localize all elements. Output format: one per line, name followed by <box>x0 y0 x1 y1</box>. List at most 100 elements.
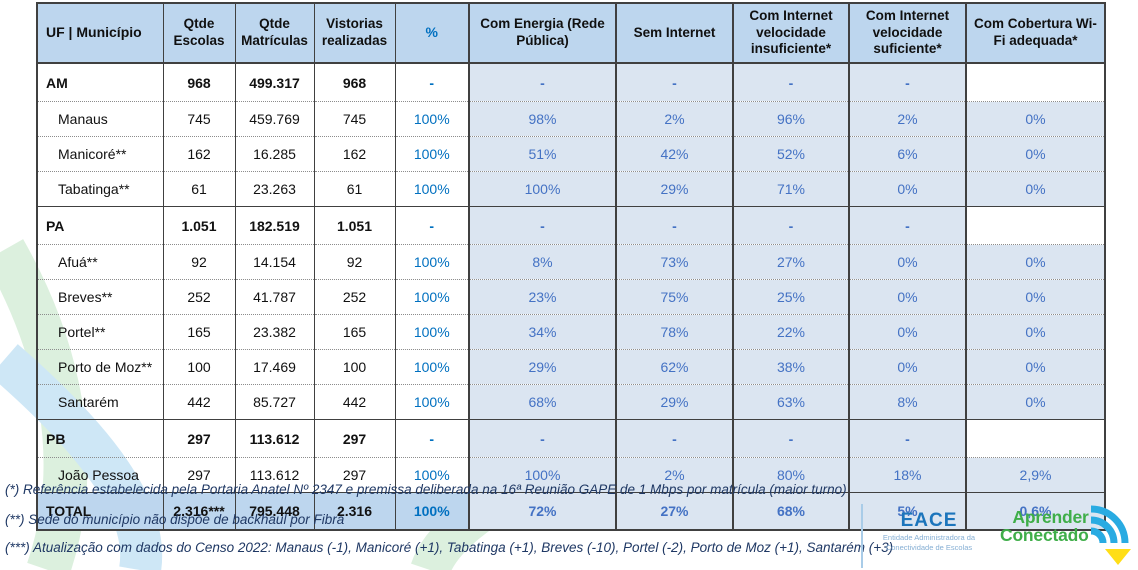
cell: 100% <box>395 279 470 315</box>
cell: - <box>733 206 850 245</box>
cell: 100% <box>395 384 470 420</box>
cell: 85.727 <box>235 384 315 420</box>
cell: 182.519 <box>235 206 315 245</box>
cell: 29% <box>616 384 734 420</box>
cell: 968 <box>314 62 396 102</box>
cell: 442 <box>314 384 396 420</box>
row-label: Manaus <box>37 101 164 137</box>
column-header: UF | Município <box>37 3 164 64</box>
cell: 80% <box>733 457 850 493</box>
cell: 252 <box>163 279 236 315</box>
cell: 51% <box>469 136 617 172</box>
cell: 92 <box>163 244 236 280</box>
table-row-santarem: Santarém 442 85.727 442 100% 68% 29% 63% 8% 0% <box>37 384 1105 420</box>
aprender-conectado-logo: Aprender Conectado <box>1000 505 1132 567</box>
cell: 14.154 <box>235 244 315 280</box>
column-header: Sem Internet <box>616 3 734 64</box>
cell: 100% <box>395 349 470 385</box>
cell: 29% <box>469 349 617 385</box>
eace-tagline-line2: Conectividade de Escolas <box>885 542 973 552</box>
column-header: Com Internet velocidade insuficiente* <box>733 3 850 64</box>
column-header: Vistorias realizadas <box>314 3 396 64</box>
arrow-down-triangle <box>1104 549 1131 565</box>
cell: 6% <box>849 136 967 172</box>
cell: 8% <box>469 244 617 280</box>
cell: 162 <box>314 136 396 172</box>
aprender-conectado-wordmark: Aprender Conectado <box>1000 508 1089 545</box>
cell: 75% <box>616 279 734 315</box>
cell: 68% <box>733 492 850 530</box>
table-row-pa: PA 1.051 182.519 1.051- - - - - <box>37 206 1105 245</box>
cell: 968 <box>163 62 236 102</box>
row-label: PA <box>37 206 164 245</box>
cell: 63% <box>733 384 850 420</box>
cell: - <box>616 419 734 458</box>
cell: 297 <box>314 419 396 458</box>
cell: 22% <box>733 314 850 350</box>
cell: 92 <box>314 244 396 280</box>
cell: 73% <box>616 244 734 280</box>
cell: 42% <box>616 136 734 172</box>
footnote-1: (*) Referência estabelecida pela Portari… <box>5 482 847 497</box>
cell: 0% <box>849 171 967 207</box>
cell: 23.263 <box>235 171 315 207</box>
table-row-tabatinga: Tabatinga** 61 23.263 61 100% 100% 29% 71% 0% 0% <box>37 171 1105 207</box>
cell: 0% <box>966 279 1105 315</box>
cell: 34% <box>469 314 617 350</box>
row-label: PB <box>37 419 164 458</box>
cell: 62% <box>616 349 734 385</box>
cell: 96% <box>733 101 850 137</box>
cell: 27% <box>733 244 850 280</box>
connectivity-table: UF | Município Qtde Escolas Qtde Matrícula… <box>36 2 1106 531</box>
cell: 745 <box>314 101 396 137</box>
cell: 0% <box>966 171 1105 207</box>
table-row-am: AM 968 499.317 968- - - - - <box>37 62 1105 102</box>
cell: 38% <box>733 349 850 385</box>
cell <box>966 419 1105 458</box>
cell: 23% <box>469 279 617 315</box>
cell: 0% <box>966 244 1105 280</box>
cell: - <box>616 62 734 102</box>
cell: - <box>395 206 470 245</box>
cell: 1.051 <box>314 206 396 245</box>
cell: 100% <box>469 171 617 207</box>
cell: 8% <box>849 384 967 420</box>
cell: - <box>616 206 734 245</box>
cell: 78% <box>616 314 734 350</box>
cell: 100% <box>395 171 470 207</box>
aprender-line: Aprender <box>1012 507 1089 527</box>
table-row-breves: Breves** 252 41.787 252 100% 23% 75% 25% 0% 0% <box>37 279 1105 315</box>
cell: 1.051 <box>163 206 236 245</box>
row-label: AM <box>37 62 164 102</box>
cell: 165 <box>314 314 396 350</box>
cell: 0% <box>849 244 967 280</box>
cell: 29% <box>616 171 734 207</box>
cell: - <box>395 419 470 458</box>
cell: 100% <box>395 136 470 172</box>
wifi-signal-icon <box>1090 505 1131 565</box>
cell: - <box>469 62 617 102</box>
cell: 68% <box>469 384 617 420</box>
table-row-joao-pessoa: João Pessoa 297 113.612 297 100% 100% 2% 80% 18%… <box>37 457 1105 493</box>
cell: 745 <box>163 101 236 137</box>
row-label: Santarém <box>37 384 164 420</box>
cell: 2.316 <box>314 492 396 530</box>
cell: 2% <box>849 101 967 137</box>
cell: 0% <box>849 349 967 385</box>
cell: 252 <box>314 279 396 315</box>
column-header: % <box>395 3 470 64</box>
footnote-2: (**) Sede do município não dispõe de bac… <box>5 512 345 527</box>
cell: 0% <box>849 279 967 315</box>
cell: 0,6% <box>966 492 1105 530</box>
row-label: João Pessoa <box>37 457 164 493</box>
cell: 52% <box>733 136 850 172</box>
cell: 442 <box>163 384 236 420</box>
column-header: Qtde Matrículas <box>235 3 315 64</box>
cell: - <box>733 419 850 458</box>
cell: 100% <box>395 101 470 137</box>
eace-tagline: Entidade Administradora da Conectividade… <box>870 533 988 553</box>
cell: 499.317 <box>235 62 315 102</box>
cell: 113.612 <box>235 457 315 493</box>
cell: - <box>849 62 967 102</box>
